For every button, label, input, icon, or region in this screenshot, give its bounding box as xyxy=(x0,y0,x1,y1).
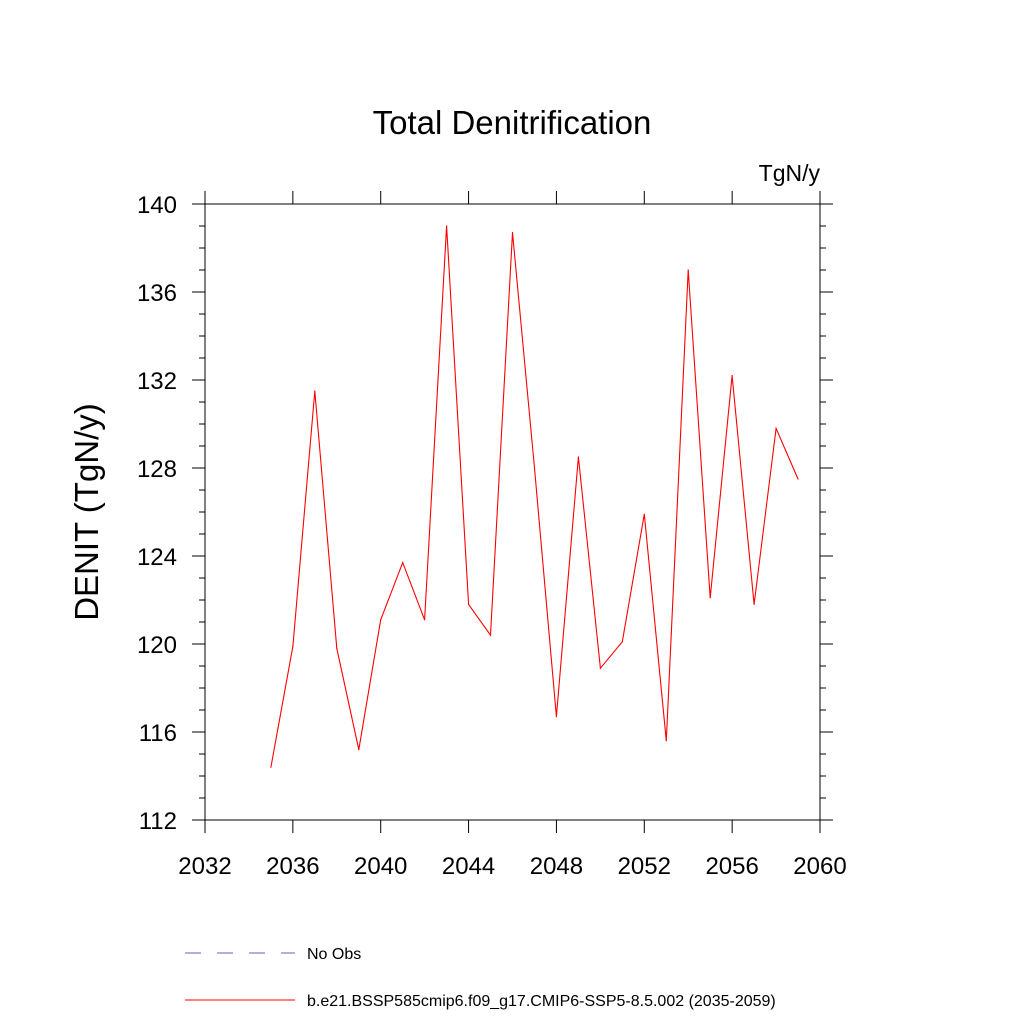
x-tick-label: 2056 xyxy=(705,853,758,880)
x-tick-label: 2048 xyxy=(530,853,583,880)
data-point xyxy=(533,467,536,469)
y-tick-label: 120 xyxy=(137,632,177,659)
data-point xyxy=(797,478,799,480)
data-point xyxy=(380,619,382,621)
data-point xyxy=(336,647,338,650)
data-point xyxy=(709,597,711,599)
y-tick-label: 140 xyxy=(137,192,177,219)
data-point xyxy=(467,603,470,606)
legend-label: b.e21.BSSP585cmip6.f09_g17.CMIP6-SSP5-8.… xyxy=(307,993,776,1010)
chart-title: Total Denitrification xyxy=(373,104,652,141)
x-tick-label: 2044 xyxy=(442,853,495,880)
y-tick-label: 116 xyxy=(139,720,177,747)
data-point xyxy=(577,456,579,458)
legend: No Obs b.e21.BSSP585cmip6.f09_g17.CMIP6-S… xyxy=(185,946,776,1010)
series-group xyxy=(270,225,799,768)
data-point xyxy=(446,225,448,227)
axis-ticks xyxy=(192,191,833,833)
units-label: TgN/y xyxy=(759,160,821,186)
data-point xyxy=(511,232,514,234)
data-point xyxy=(621,641,623,643)
data-point xyxy=(402,562,404,564)
y-tick-label: 124 xyxy=(137,544,177,571)
data-point xyxy=(555,716,558,718)
y-tick-label: 112 xyxy=(139,808,177,835)
data-point xyxy=(358,749,360,751)
data-point xyxy=(731,375,733,377)
x-tick-label: 2040 xyxy=(354,853,407,880)
data-point xyxy=(753,603,755,606)
tick-labels: 2032 2036 2040 2044 2048 2052 2056 2060 112 116 12… xyxy=(137,192,847,880)
y-tick-label: 132 xyxy=(137,368,177,395)
legend-label: No Obs xyxy=(307,946,361,963)
plot-frame xyxy=(204,203,821,821)
data-point xyxy=(314,390,316,392)
y-axis-label: DENIT (TgN/y) xyxy=(68,403,105,621)
x-tick-label: 2036 xyxy=(266,853,319,880)
x-tick-label: 2060 xyxy=(793,853,846,880)
data-point xyxy=(489,634,492,636)
y-tick-label: 136 xyxy=(137,280,177,307)
data-point xyxy=(599,667,601,669)
y-tick-label: 128 xyxy=(137,456,177,483)
x-tick-label: 2052 xyxy=(618,853,671,880)
data-point xyxy=(292,645,294,647)
data-point xyxy=(424,619,426,621)
data-point xyxy=(665,740,667,742)
data-point xyxy=(270,766,272,768)
data-point xyxy=(775,427,777,429)
series-line xyxy=(270,225,799,768)
data-point xyxy=(687,269,689,271)
data-point xyxy=(643,513,645,515)
x-tick-label: 2032 xyxy=(178,853,231,880)
